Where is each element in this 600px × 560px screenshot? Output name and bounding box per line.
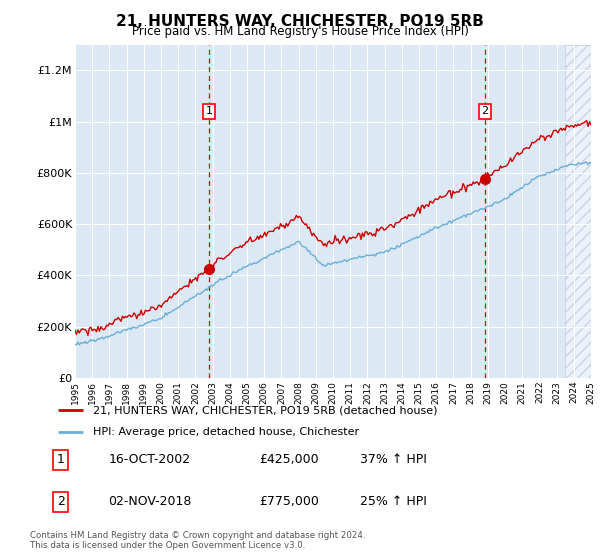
Text: HPI: Average price, detached house, Chichester: HPI: Average price, detached house, Chic… bbox=[94, 427, 359, 437]
Text: 2: 2 bbox=[481, 106, 488, 116]
Text: 1: 1 bbox=[206, 106, 212, 116]
Text: 21, HUNTERS WAY, CHICHESTER, PO19 5RB: 21, HUNTERS WAY, CHICHESTER, PO19 5RB bbox=[116, 14, 484, 29]
Text: 2: 2 bbox=[56, 495, 65, 508]
Text: 16-OCT-2002: 16-OCT-2002 bbox=[109, 453, 191, 466]
Text: Contains HM Land Registry data © Crown copyright and database right 2024.
This d: Contains HM Land Registry data © Crown c… bbox=[30, 531, 365, 550]
Bar bbox=[565, 45, 591, 378]
Text: 02-NOV-2018: 02-NOV-2018 bbox=[109, 495, 192, 508]
Text: £425,000: £425,000 bbox=[260, 453, 319, 466]
Text: 37% ↑ HPI: 37% ↑ HPI bbox=[361, 453, 427, 466]
Text: 25% ↑ HPI: 25% ↑ HPI bbox=[361, 495, 427, 508]
Text: £775,000: £775,000 bbox=[260, 495, 320, 508]
Text: Price paid vs. HM Land Registry's House Price Index (HPI): Price paid vs. HM Land Registry's House … bbox=[131, 25, 469, 38]
Text: 1: 1 bbox=[56, 453, 65, 466]
Text: 21, HUNTERS WAY, CHICHESTER, PO19 5RB (detached house): 21, HUNTERS WAY, CHICHESTER, PO19 5RB (d… bbox=[94, 405, 438, 416]
